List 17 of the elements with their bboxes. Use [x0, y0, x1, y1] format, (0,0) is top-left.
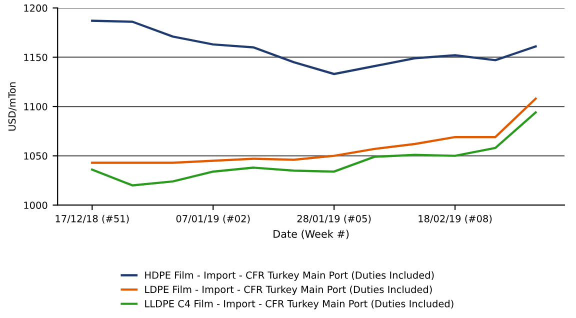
x-tick-label: 17/12/18 (#51) — [56, 214, 129, 224]
y-tick-label: 1000 — [24, 202, 48, 209]
y-tick-label: 1100 — [24, 103, 48, 110]
y-axis-title: USD/mTon — [8, 82, 16, 131]
line-series — [91, 98, 537, 164]
legend-label: LLDPE C4 Film - Import - CFR Turkey Main Port (Duties Included) — [145, 300, 454, 310]
legend-label: HDPE Film - Import - CFR Turkey Main Port (Duties Included) — [145, 271, 434, 281]
y-tick-label: 1150 — [24, 54, 48, 62]
line-series — [91, 111, 537, 187]
y-tick-label: 1200 — [24, 4, 48, 12]
x-tick-label: 28/01/19 (#05) — [297, 214, 371, 224]
legend-label: LDPE Film - Import - CFR Turkey Main Port (Duties Included) — [145, 286, 432, 295]
x-axis-title: Date (Week #) — [274, 230, 349, 240]
x-tick-label: 18/02/19 (#08) — [418, 214, 492, 224]
line-series — [91, 20, 537, 76]
x-tick-label: 07/01/19 (#02) — [176, 214, 250, 224]
y-tick-label: 1050 — [24, 152, 48, 160]
